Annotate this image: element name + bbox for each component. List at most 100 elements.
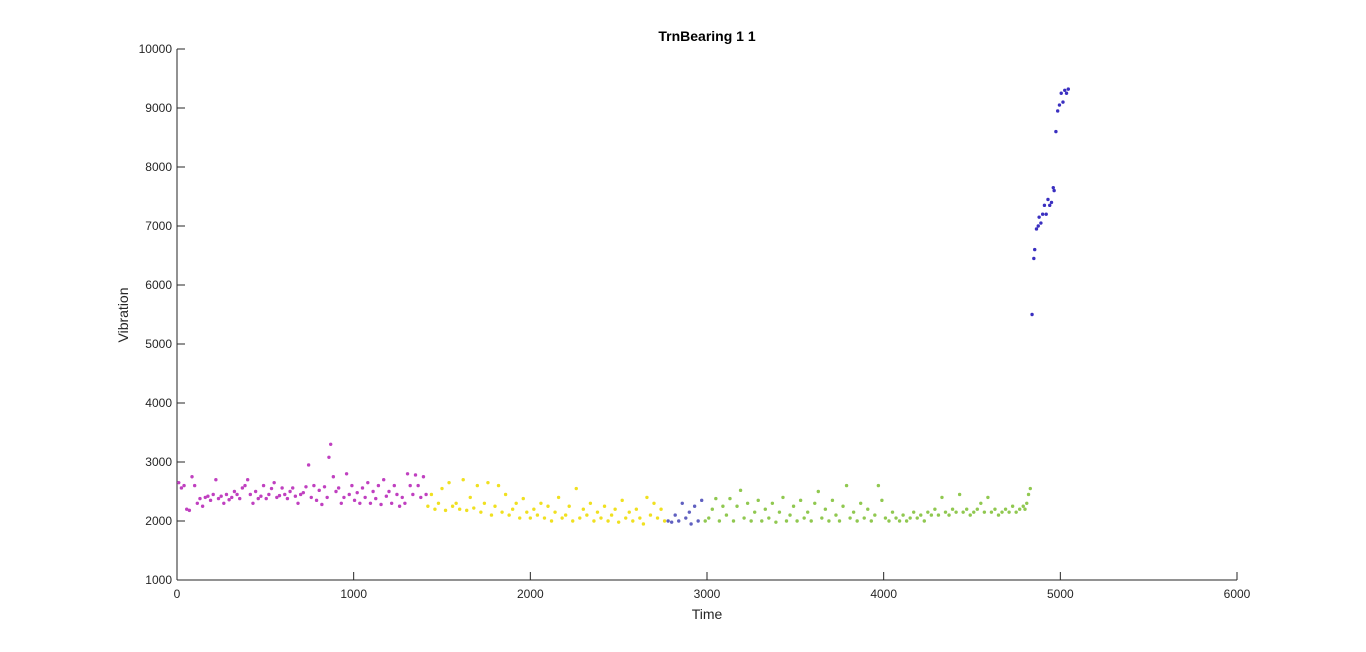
data-point [753, 510, 757, 514]
data-point [1061, 100, 1065, 104]
data-point [507, 513, 511, 517]
data-point [384, 494, 389, 498]
data-point [578, 516, 582, 520]
data-point [687, 510, 692, 514]
data-point [468, 495, 472, 500]
data-point [436, 501, 441, 505]
data-point [518, 516, 522, 520]
data-point [443, 508, 448, 513]
data-point [192, 483, 197, 488]
data-point [400, 495, 404, 500]
data-point [301, 490, 306, 495]
data-point [880, 498, 884, 503]
data-point [514, 501, 518, 505]
data-point [489, 513, 494, 517]
data-point [275, 495, 279, 500]
y-tick-label: 3000 [145, 455, 172, 469]
data-point [216, 496, 221, 501]
data-point [1063, 88, 1067, 93]
data-point [447, 480, 451, 485]
data-point [710, 507, 714, 511]
data-point [781, 495, 785, 500]
data-point [1032, 256, 1036, 261]
x-tick-label: 3000 [694, 587, 721, 601]
data-point [264, 496, 268, 501]
data-point [219, 494, 223, 498]
data-point [894, 516, 898, 520]
data-point [1037, 215, 1041, 219]
data-point [556, 495, 561, 500]
data-point [784, 519, 789, 523]
data-point [1028, 486, 1033, 491]
data-point [230, 495, 234, 500]
data-point [374, 496, 378, 501]
x-tick-label: 2000 [517, 587, 544, 601]
data-point [788, 513, 792, 517]
data-point [855, 519, 859, 523]
data-point [248, 492, 253, 497]
chart-title: TrnBearing 1 1 [658, 28, 755, 44]
data-point [655, 516, 660, 520]
data-point [662, 519, 667, 523]
data-point [721, 504, 725, 508]
y-tick-label: 6000 [145, 278, 172, 292]
data-point [809, 519, 813, 523]
data-point [926, 510, 930, 514]
data-point [933, 507, 937, 511]
data-point [1040, 212, 1045, 216]
data-point [379, 502, 383, 507]
data-point [745, 501, 750, 505]
data-point [798, 498, 803, 503]
data-point [571, 519, 575, 523]
data-point [908, 516, 912, 520]
data-point [510, 507, 515, 511]
data-point [624, 516, 628, 520]
data-point [897, 519, 902, 523]
data-point [553, 510, 557, 514]
data-point [327, 455, 331, 459]
data-point [395, 492, 399, 497]
data-point [707, 516, 711, 520]
data-point [563, 513, 568, 517]
data-point [211, 492, 215, 497]
data-point [975, 507, 979, 511]
data-point [419, 495, 423, 500]
y-tick-label: 5000 [145, 337, 172, 351]
data-point [358, 501, 362, 505]
data-point [496, 483, 501, 488]
data-point [859, 501, 863, 505]
data-point [1033, 247, 1037, 252]
data-point [851, 510, 856, 514]
data-point [421, 475, 426, 479]
data-point [961, 510, 965, 514]
data-point [763, 507, 767, 511]
data-point [795, 519, 799, 523]
data-point [243, 483, 247, 488]
data-point [595, 510, 600, 514]
y-tick-label: 10000 [139, 42, 173, 56]
data-point [912, 510, 916, 514]
data-point [475, 483, 480, 488]
data-point [339, 501, 343, 505]
data-point [185, 507, 189, 511]
data-point [283, 492, 287, 497]
data-point [222, 501, 226, 505]
data-point [703, 519, 707, 523]
data-point [936, 513, 941, 517]
data-point [405, 472, 410, 476]
data-point [1052, 188, 1056, 193]
data-point [802, 516, 806, 520]
data-point [314, 498, 319, 503]
data-point [1018, 507, 1022, 511]
data-point [700, 498, 704, 503]
y-tick-label: 1000 [145, 573, 172, 587]
data-point [929, 513, 934, 517]
data-point [539, 501, 543, 505]
y-tick-label: 8000 [145, 160, 172, 174]
data-point [479, 510, 483, 514]
data-point [567, 504, 571, 508]
x-axis-label: Time [692, 606, 723, 622]
data-point [724, 513, 729, 517]
y-tick-label: 9000 [145, 101, 172, 115]
data-point [267, 492, 271, 497]
